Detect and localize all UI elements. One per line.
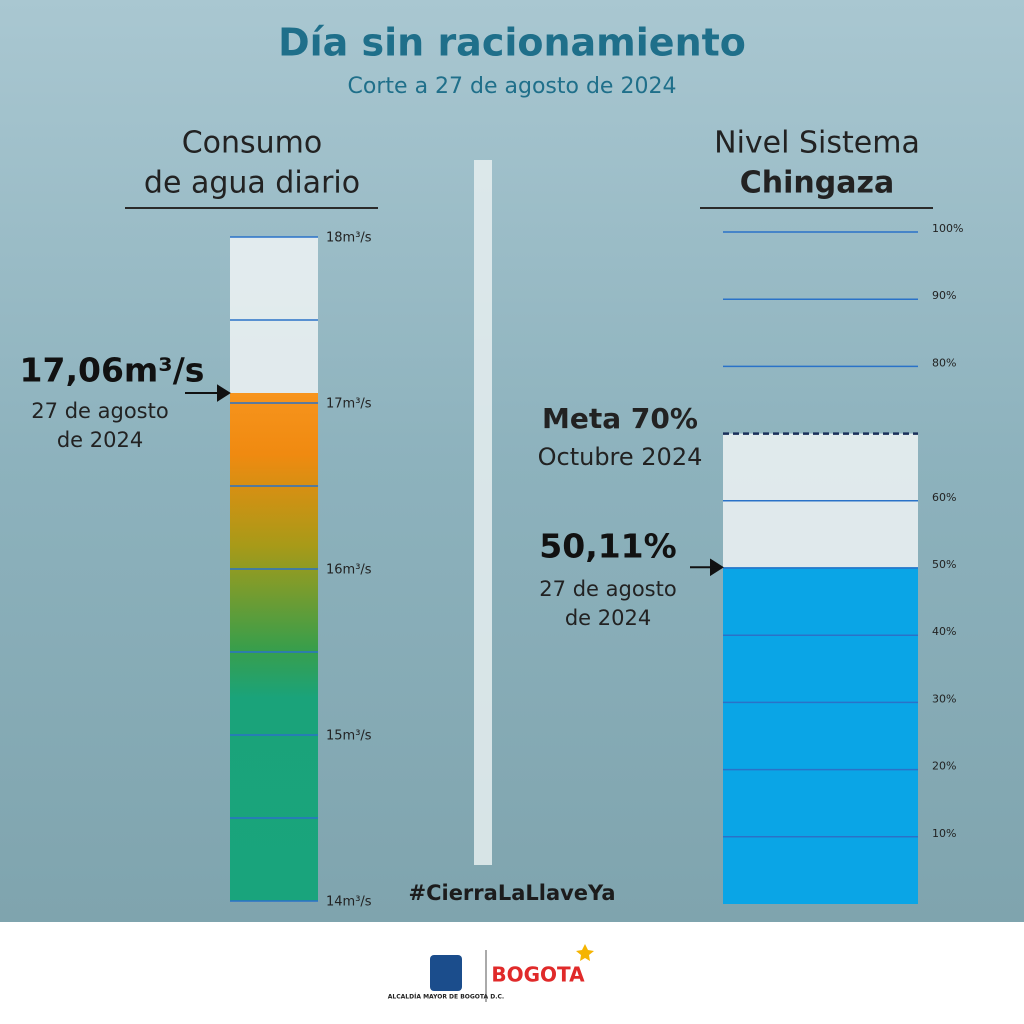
y-tick-label: 80% bbox=[932, 356, 956, 369]
hashtag: #CierraLaLlaveYa bbox=[408, 881, 615, 905]
y-tick-label: 40% bbox=[932, 625, 956, 638]
office-name: ALCALDÍA MAYOR DE BOGOTÁ D.C. bbox=[388, 993, 504, 1001]
y-tick-label: 16m³/s bbox=[326, 563, 372, 578]
value-arrow bbox=[185, 384, 231, 402]
subtitle: Corte a 27 de agosto de 2024 bbox=[348, 74, 677, 99]
y-tick-label: 14m³/s bbox=[326, 895, 372, 910]
coat-of-arms bbox=[430, 955, 462, 991]
brand: BOGOTA bbox=[491, 963, 585, 987]
y-tick-label: 100% bbox=[932, 222, 963, 235]
target-label: Meta 70% bbox=[542, 402, 698, 435]
value-annotation: 27 de agosto bbox=[539, 577, 676, 601]
bar bbox=[230, 393, 318, 901]
y-tick-label: 10% bbox=[932, 827, 956, 840]
value-arrow bbox=[690, 558, 724, 577]
y-tick-label: 17m³/s bbox=[326, 397, 372, 412]
y-tick-label: 15m³/s bbox=[326, 729, 372, 744]
value-annotation: 27 de agosto bbox=[31, 399, 168, 423]
y-tick-label: 18m³/s bbox=[326, 231, 372, 246]
footer-band bbox=[0, 922, 1024, 1024]
y-tick-label: 20% bbox=[932, 760, 956, 773]
charts: Consumo de agua diario 14m³/s 15m³/s 16m³/s 1… bbox=[20, 126, 964, 910]
y-tick-label: 30% bbox=[932, 692, 956, 705]
y-tick-label: 50% bbox=[932, 558, 956, 571]
divider bbox=[474, 160, 492, 865]
bar bbox=[723, 567, 918, 904]
title: Día sin racionamiento bbox=[278, 21, 746, 65]
value-label: 50,11% bbox=[539, 527, 676, 566]
y-tick-label: 90% bbox=[932, 289, 956, 302]
chart-title: Chingaza bbox=[740, 166, 894, 201]
value-annotation: de 2024 bbox=[57, 428, 143, 452]
y-tick-label: 60% bbox=[932, 491, 956, 504]
target-label: Octubre 2024 bbox=[538, 443, 703, 471]
value-annotation: de 2024 bbox=[565, 606, 651, 630]
brand-star bbox=[576, 944, 594, 961]
chart-title: Consumo bbox=[182, 126, 323, 161]
chart-title: de agua diario bbox=[144, 166, 360, 201]
chart-title: Nivel Sistema bbox=[714, 126, 920, 161]
value-label: 17,06m³/s bbox=[20, 351, 205, 390]
